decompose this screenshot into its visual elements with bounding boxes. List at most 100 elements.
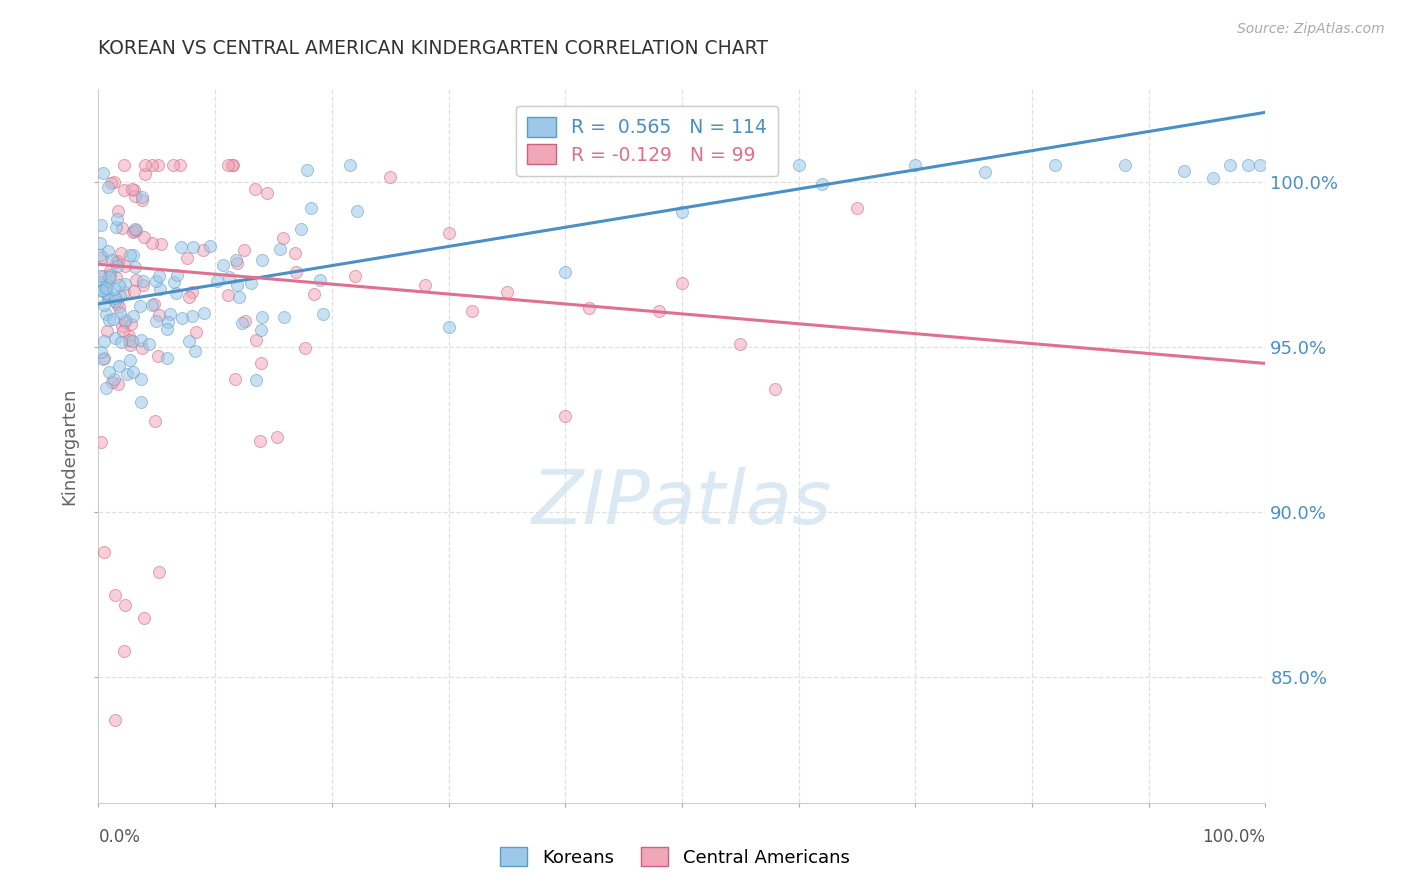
Point [111, 319, 134, 334]
Point [181, 285, 204, 299]
Point [413, 277, 436, 292]
Point [1114, 158, 1136, 172]
Point [131, 333, 153, 347]
Point [108, 300, 131, 314]
Point [121, 182, 143, 196]
Point [96, 307, 118, 321]
Point [141, 235, 163, 250]
Point [107, 376, 129, 391]
Point [97, 365, 120, 379]
Point [105, 212, 128, 227]
Point [101, 252, 124, 267]
Point [295, 162, 318, 177]
Point [245, 333, 267, 347]
Point [344, 269, 367, 284]
Point [149, 282, 172, 296]
Point [90, 434, 112, 449]
Point [554, 409, 576, 423]
Point [170, 311, 193, 326]
Legend: R =  0.565   N = 114, R = -0.129   N = 99: R = 0.565 N = 114, R = -0.129 N = 99 [516, 106, 778, 176]
Point [143, 414, 166, 428]
Point [156, 321, 179, 335]
Point [184, 325, 207, 339]
Point [226, 256, 249, 270]
Point [1219, 158, 1241, 172]
Point [104, 713, 127, 727]
Point [148, 565, 170, 579]
Point [118, 329, 141, 343]
Point [125, 273, 148, 287]
Point [112, 285, 135, 299]
Point [103, 175, 125, 189]
Point [145, 274, 167, 288]
Point [110, 334, 132, 349]
Point [145, 314, 167, 328]
Point [671, 276, 693, 290]
Point [221, 158, 243, 172]
Point [96, 286, 118, 301]
Point [104, 255, 127, 269]
Point [96, 325, 118, 339]
Point [104, 331, 127, 345]
Point [96, 277, 118, 291]
Point [224, 372, 246, 386]
Point [179, 290, 201, 304]
Point [141, 158, 163, 172]
Point [97, 313, 120, 327]
Point [104, 219, 127, 234]
Point [124, 223, 146, 237]
Point [1249, 158, 1271, 172]
Point [112, 324, 135, 338]
Point [176, 251, 198, 265]
Legend: Koreans, Central Americans: Koreans, Central Americans [494, 840, 856, 874]
Point [108, 306, 131, 320]
Point [1045, 158, 1067, 172]
Point [271, 230, 294, 244]
Point [90, 219, 112, 233]
Point [763, 382, 786, 396]
Point [132, 230, 155, 244]
Point [89, 248, 111, 262]
Point [118, 333, 141, 347]
Point [309, 273, 332, 287]
Point [437, 319, 460, 334]
Text: ZIPatlas: ZIPatlas [531, 467, 832, 539]
Point [122, 224, 145, 238]
Point [114, 313, 136, 327]
Point [110, 246, 132, 260]
Point [157, 315, 180, 329]
Point [121, 334, 143, 348]
Point [115, 367, 138, 381]
Point [124, 222, 146, 236]
Point [120, 317, 142, 331]
Point [93, 351, 115, 365]
Point [148, 349, 170, 363]
Point [811, 178, 834, 192]
Point [233, 243, 256, 257]
Point [273, 310, 295, 324]
Point [228, 290, 250, 304]
Y-axis label: Kindergarten: Kindergarten [60, 387, 79, 505]
Point [110, 289, 132, 303]
Point [193, 306, 215, 320]
Point [132, 277, 155, 292]
Point [304, 287, 326, 301]
Point [218, 270, 240, 285]
Point [89, 269, 111, 284]
Point [181, 240, 204, 254]
Point [299, 201, 322, 215]
Point [181, 309, 204, 323]
Point [93, 334, 115, 348]
Point [93, 545, 115, 559]
Point [94, 281, 117, 295]
Point [120, 337, 142, 351]
Point [143, 297, 166, 311]
Point [105, 297, 128, 311]
Point [103, 311, 125, 326]
Point [243, 182, 266, 196]
Point [89, 236, 111, 251]
Point [149, 237, 172, 252]
Point [132, 611, 155, 625]
Point [290, 222, 312, 236]
Point [131, 342, 153, 356]
